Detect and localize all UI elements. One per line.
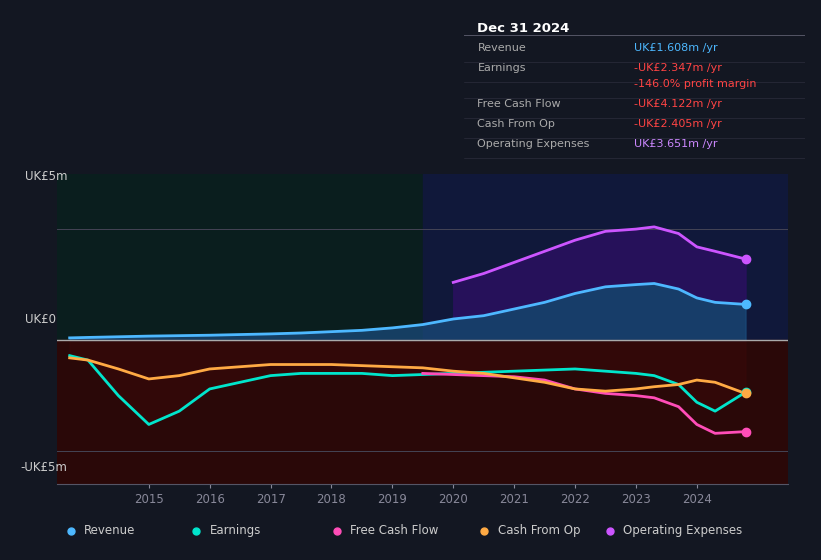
- Bar: [57, 174, 423, 340]
- Text: -146.0% profit margin: -146.0% profit margin: [635, 80, 757, 90]
- Text: Dec 31 2024: Dec 31 2024: [478, 22, 570, 35]
- Bar: [423, 174, 788, 340]
- Text: Revenue: Revenue: [84, 524, 135, 537]
- Text: UK£0: UK£0: [25, 312, 56, 326]
- Text: Cash From Op: Cash From Op: [478, 119, 555, 129]
- Text: Operating Expenses: Operating Expenses: [623, 524, 742, 537]
- Text: -UK£2.347m /yr: -UK£2.347m /yr: [635, 63, 722, 73]
- Text: UK£5m: UK£5m: [25, 170, 67, 183]
- Text: -UK£4.122m /yr: -UK£4.122m /yr: [635, 99, 722, 109]
- Text: Revenue: Revenue: [478, 43, 526, 53]
- Bar: [57, 340, 423, 484]
- Text: Cash From Op: Cash From Op: [498, 524, 580, 537]
- Text: -UK£2.405m /yr: -UK£2.405m /yr: [635, 119, 722, 129]
- Text: Free Cash Flow: Free Cash Flow: [478, 99, 561, 109]
- Text: Free Cash Flow: Free Cash Flow: [350, 524, 438, 537]
- Text: UK£1.608m /yr: UK£1.608m /yr: [635, 43, 718, 53]
- Text: Operating Expenses: Operating Expenses: [478, 139, 589, 149]
- Text: Earnings: Earnings: [478, 63, 526, 73]
- Text: Earnings: Earnings: [209, 524, 261, 537]
- Text: -UK£5m: -UK£5m: [21, 461, 67, 474]
- Text: UK£3.651m /yr: UK£3.651m /yr: [635, 139, 718, 149]
- Bar: [423, 340, 788, 484]
